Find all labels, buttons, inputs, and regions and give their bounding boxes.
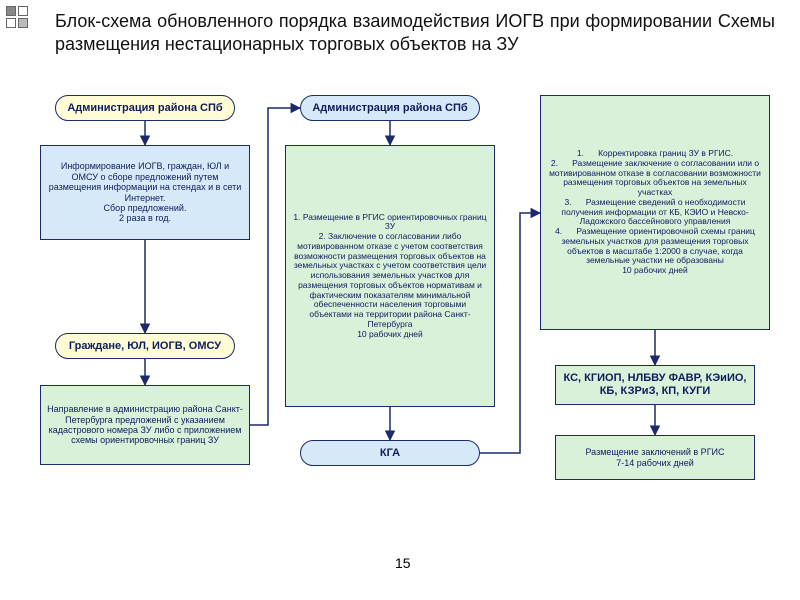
flowchart: 15 Администрация района СПб Информировани… (0, 95, 800, 600)
slide-bullet-decoration (6, 6, 46, 31)
node-b1: Администрация района СПб (300, 95, 480, 121)
node-b2: 1. Размещение в РГИС ориентировочных гра… (285, 145, 495, 407)
node-a4: Направление в администрацию района Санкт… (40, 385, 250, 465)
node-a3: Граждане, ЮЛ, ИОГВ, ОМСУ (55, 333, 235, 359)
slide-title: Блок-схема обновленного порядка взаимоде… (55, 10, 775, 55)
node-c1: 1. Корректировка границ ЗУ в РГИС. 2. Ра… (540, 95, 770, 330)
node-b3: КГА (300, 440, 480, 466)
node-a2: Информирование ИОГВ, граждан, ЮЛ и ОМСУ … (40, 145, 250, 240)
node-c3: Размещение заключений в РГИС 7-14 рабочи… (555, 435, 755, 480)
node-a1: Администрация района СПб (55, 95, 235, 121)
page-number: 15 (395, 555, 411, 571)
node-c2: КС, КГИОП, НЛБВУ ФАВР, КЭиИО, КБ, КЗРиЗ,… (555, 365, 755, 405)
